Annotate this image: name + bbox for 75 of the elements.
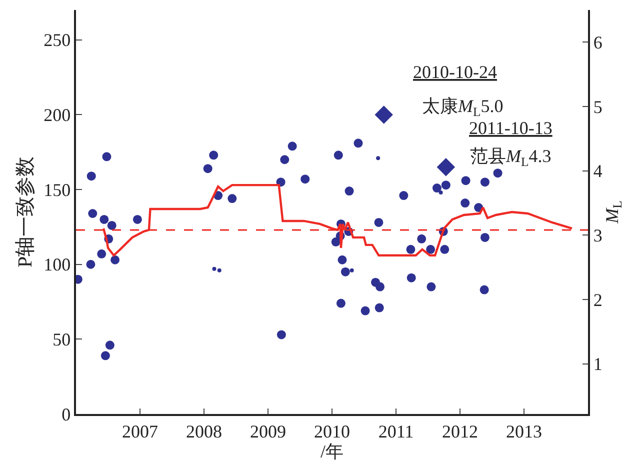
point	[107, 220, 116, 230]
point	[360, 306, 370, 316]
point	[406, 273, 416, 282]
point	[228, 194, 237, 204]
y-tick-label: 150	[44, 180, 71, 200]
point	[132, 214, 142, 224]
point	[480, 285, 489, 294]
annotation: 2010-10-24	[413, 62, 497, 82]
point	[334, 150, 343, 160]
point	[376, 282, 384, 292]
point	[86, 260, 96, 269]
point	[276, 330, 286, 340]
x-tick-label: 2009	[250, 421, 286, 442]
point	[493, 168, 502, 178]
point	[217, 268, 222, 272]
point	[480, 178, 490, 187]
point	[354, 138, 363, 148]
y2-tick-label: 4	[593, 161, 602, 182]
x-tick-label: 2008	[186, 421, 222, 442]
point	[300, 174, 310, 184]
point	[102, 152, 112, 162]
x-tick-label: 2013	[506, 421, 542, 442]
point	[340, 267, 350, 276]
x-tick-label: 2011	[378, 421, 414, 442]
point	[338, 255, 347, 264]
y-axis-title: P轴一致参数	[14, 156, 37, 268]
y2-axis-title: M$_{L}$	[457, 96, 481, 119]
annotation: 2011-10-13	[469, 118, 552, 138]
y-tick-label: 0	[62, 404, 71, 424]
point	[97, 249, 106, 258]
point	[105, 340, 114, 350]
point	[374, 303, 384, 312]
point	[209, 150, 218, 160]
point	[374, 218, 384, 227]
y2-tick-label: 1	[593, 354, 602, 374]
point	[336, 298, 346, 308]
point	[100, 351, 110, 360]
point	[100, 214, 109, 224]
point	[406, 244, 416, 254]
x-tick-label: 2010	[314, 421, 350, 442]
point	[376, 156, 380, 160]
point	[280, 155, 290, 164]
y2-tick-label: 3	[593, 225, 602, 246]
y2-tick-label: 5	[593, 96, 602, 117]
point	[436, 158, 456, 176]
point	[426, 282, 436, 292]
point	[86, 172, 96, 181]
point	[440, 244, 450, 254]
y-tick-label: 200	[44, 105, 71, 126]
point	[441, 180, 450, 190]
point	[480, 232, 490, 242]
point	[399, 191, 408, 200]
x-tick-label: 2007	[122, 421, 158, 442]
point	[110, 255, 120, 264]
point	[88, 209, 98, 218]
point	[212, 266, 216, 271]
y2-tick-label: 2	[593, 290, 602, 310]
point	[374, 106, 393, 124]
y-tick-label: 100	[44, 254, 71, 275]
point	[344, 186, 354, 196]
y-tick-label: 250	[44, 30, 71, 50]
annotation: 范县M$_{L}$4.3	[470, 146, 552, 169]
point	[288, 142, 297, 151]
point	[432, 184, 442, 193]
point	[417, 234, 426, 244]
point	[426, 244, 436, 254]
point	[350, 268, 354, 272]
x-axis-title: /年	[320, 441, 344, 462]
point	[203, 164, 212, 174]
x-tick-label: 2012	[442, 421, 478, 442]
y-tick-label: 50	[52, 329, 71, 350]
point	[460, 198, 470, 208]
point	[438, 190, 443, 195]
point	[461, 176, 470, 186]
y2-tick-label: 6	[593, 32, 602, 52]
